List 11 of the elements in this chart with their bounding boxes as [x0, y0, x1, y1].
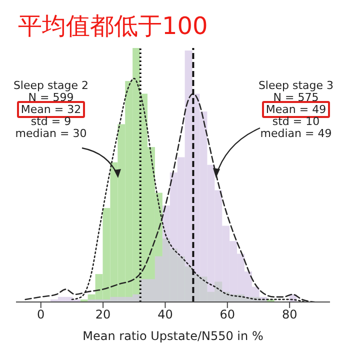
x-tick-label: 40 — [158, 308, 173, 322]
highlight-frame: Mean = 49 — [262, 101, 330, 118]
annotation: Sleep stage 2 N = 599 Mean = 32 std = 9 median = 30 — [12, 79, 90, 140]
x-tick-label: 0 — [37, 308, 45, 322]
x-tick-label: 60 — [220, 308, 236, 322]
annotation: Sleep stage 3 N = 575 Mean = 49 std = 10 median = 49 — [257, 79, 335, 140]
x-tick-label: 20 — [95, 308, 111, 322]
x-tick-label: 80 — [282, 308, 298, 322]
highlight-frame: Mean = 32 — [16, 101, 86, 118]
x-axis-title: Mean ratio Upstate/N550 in % — [82, 329, 264, 343]
chart-title: 平均值都低于100 — [18, 11, 208, 42]
